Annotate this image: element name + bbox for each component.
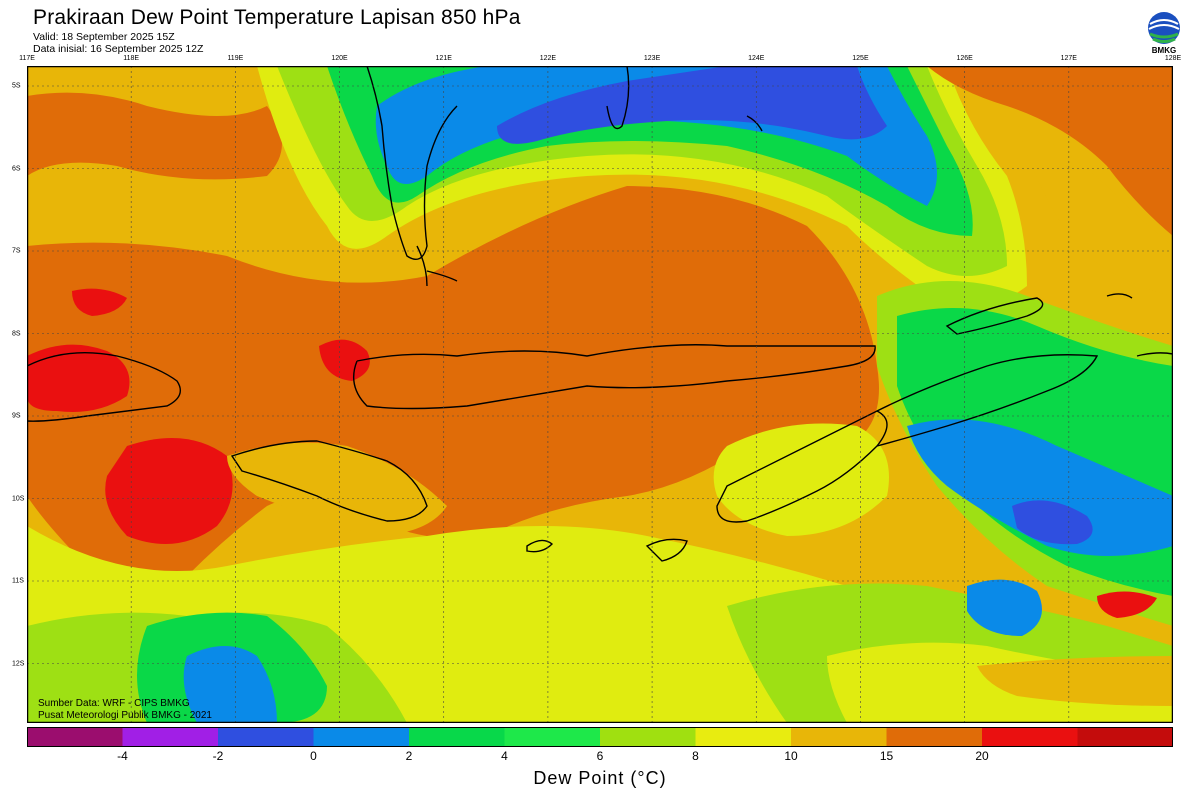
- colorbar-segment: [504, 727, 601, 747]
- credit-institution: Pusat Meteorologi Publik BMKG - 2021: [38, 710, 212, 721]
- lat-label: 11S: [12, 577, 24, 585]
- field-amber-se: [977, 656, 1173, 706]
- dew-point-map[interactable]: [27, 66, 1173, 723]
- field-red-south: [105, 438, 233, 544]
- map-frame: [27, 66, 1173, 723]
- map-title: Prakiraan Dew Point Temperature Lapisan …: [33, 6, 521, 29]
- lon-label: 118E: [123, 55, 140, 62]
- colorbar-label: 0: [310, 749, 317, 763]
- lat-label: 5S: [12, 82, 21, 90]
- colorbar-label: 10: [784, 749, 798, 763]
- colorbar: [27, 727, 1173, 747]
- colorbar-segment: [791, 727, 887, 747]
- colorbar-segment: [886, 727, 983, 747]
- coast-selayar: [416, 245, 428, 287]
- coastlines: [27, 66, 1173, 562]
- logo-label: BMKG: [1151, 46, 1177, 55]
- lat-label: 7S: [12, 247, 21, 255]
- lat-label: 9S: [12, 412, 21, 420]
- colorbar-label: -4: [117, 749, 128, 763]
- field-blue-south: [183, 646, 277, 723]
- coast-lesser-sunda-west: [27, 352, 181, 422]
- colorbar-label: 2: [405, 749, 413, 763]
- coast-alor: [1106, 293, 1133, 299]
- colorbar-label: 8: [692, 749, 699, 763]
- colorbar-segment: [1077, 727, 1173, 747]
- colorbar-label: -2: [212, 749, 224, 763]
- field-orange-central: [27, 186, 879, 584]
- colorbar-title: Dew Point (°C): [533, 768, 667, 788]
- field-red-mid: [319, 339, 370, 381]
- colorbar-segment: [122, 727, 219, 747]
- field-orange-ne: [927, 66, 1173, 236]
- coast-timor-leste: [876, 354, 1099, 447]
- colorbar-segment: [313, 727, 410, 747]
- colorbar-frame: [27, 727, 1173, 747]
- coast-kisar: [1136, 352, 1173, 357]
- colorbar-segment: [600, 727, 696, 747]
- colorbar-label: 6: [596, 749, 604, 763]
- lat-label: 8S: [12, 330, 21, 337]
- init-time: Data inisial: 16 September 2025 12Z: [33, 43, 204, 55]
- lat-label: 10S: [12, 495, 25, 502]
- coast-sumbawa-flores: [353, 344, 876, 410]
- field-red-nw: [72, 288, 127, 316]
- field-red-west: [27, 344, 130, 412]
- lon-label: 123E: [643, 55, 661, 62]
- field-yellow-timor: [713, 423, 889, 536]
- lat-label: 6S: [12, 165, 21, 172]
- field-blue-se: [967, 579, 1042, 636]
- lon-label: 128E: [1164, 55, 1182, 62]
- field-red-se: [1097, 591, 1157, 618]
- coast-wetar: [945, 297, 1044, 335]
- colorbar-segment: [695, 727, 792, 747]
- contour-fields: [27, 66, 1173, 723]
- colorbar-segment: [409, 727, 505, 747]
- lon-label: 121E: [435, 55, 452, 62]
- coast-flores-north: [426, 270, 458, 282]
- lat-label: 12S: [12, 660, 25, 667]
- field-amber-ne: [1017, 126, 1173, 296]
- coast-banda: [746, 115, 763, 132]
- coast-sawu: [526, 539, 554, 553]
- colorbar-label: 15: [879, 749, 894, 763]
- coast-rote: [645, 538, 688, 562]
- lon-label: 119E: [227, 55, 244, 62]
- gridlines: [27, 66, 1173, 723]
- valid-time: Valid: 18 September 2025 15Z: [33, 31, 175, 43]
- colorbar-label: 4: [501, 749, 508, 763]
- bmkg-logo-icon: [1148, 12, 1180, 44]
- lon-label: 127E: [1060, 55, 1077, 62]
- field-blue-east: [907, 419, 1173, 556]
- coast-sulawesi-south: [366, 66, 458, 260]
- coast-buton: [606, 66, 630, 130]
- lon-label: 122E: [539, 55, 557, 62]
- field-orange-nw: [27, 92, 282, 180]
- lon-label: 125E: [852, 55, 869, 62]
- field-deepblue-east: [1012, 500, 1093, 545]
- lon-label: 124E: [748, 55, 765, 62]
- coast-sumba: [230, 440, 428, 522]
- lon-label: 126E: [956, 55, 973, 62]
- lon-label: 120E: [331, 55, 348, 62]
- field-amber-sumba: [227, 442, 447, 536]
- lon-label: 117E: [19, 55, 35, 62]
- colorbar-segment: [27, 727, 123, 747]
- field-deepblue-north: [497, 66, 887, 144]
- colorbar-label: 20: [975, 749, 989, 763]
- colorbar-segment: [982, 727, 1078, 747]
- colorbar-segment: [218, 727, 314, 747]
- data-source: Sumber Data: WRF - CIPS BMKG: [38, 698, 190, 709]
